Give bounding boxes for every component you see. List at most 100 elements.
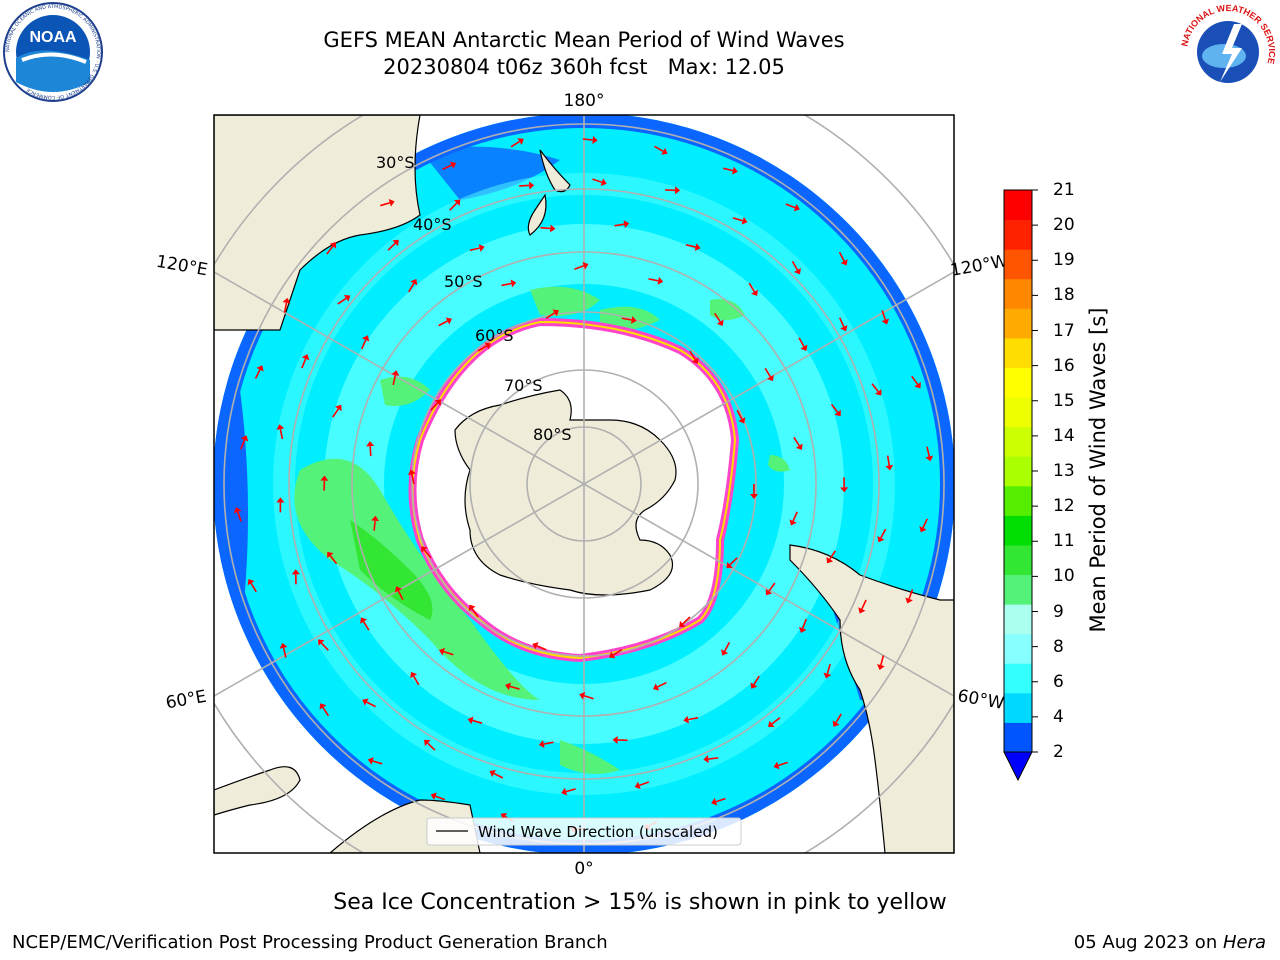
- map-frame: [213, 114, 955, 854]
- colorbar-tick-label: 10: [1053, 566, 1075, 587]
- wave-arrow-shaft: [332, 408, 340, 418]
- wave-arrow-head: [657, 276, 664, 285]
- wave-arrow-shaft: [723, 167, 734, 172]
- colorbar-segment: [1004, 722, 1032, 753]
- wave-arrow-head: [765, 588, 773, 596]
- wave-arrow-head: [623, 220, 630, 229]
- map-legend: Wind Wave Direction (unscaled): [426, 817, 742, 846]
- wave-arrow-shaft: [282, 647, 287, 658]
- wave-arrow-shaft: [362, 621, 370, 631]
- wave-arrow-shaft: [785, 203, 796, 209]
- colorbar-label: Mean Period of Wind Waves [s]: [1086, 307, 1110, 633]
- lon-label-120e: 120°E: [155, 252, 209, 281]
- wave-arrow-head: [592, 136, 598, 144]
- colorbar-segment: [1004, 485, 1032, 516]
- colorbar-segment: [1004, 544, 1032, 576]
- wave-arrow-head: [661, 147, 668, 155]
- lon-label-0: 0°: [574, 859, 593, 879]
- wave-arrow-shaft: [283, 302, 288, 313]
- wave-arrow-head: [388, 198, 395, 207]
- wave-arrow-head: [798, 626, 807, 633]
- wave-arrow-shaft: [379, 202, 391, 207]
- wave-arrow-head: [634, 781, 641, 790]
- wave-arrow-shaft: [881, 310, 887, 321]
- wave-arrow-head: [301, 354, 310, 361]
- wave-arrow-head: [834, 409, 841, 417]
- colorbar-segment: [1004, 515, 1032, 546]
- wave-arrow-head: [793, 203, 800, 212]
- wave-arrow-head: [679, 620, 686, 628]
- wave-arrow-head: [925, 455, 934, 462]
- lat-label-70s: 70°S: [504, 376, 543, 395]
- colorbar-segment: [1004, 456, 1032, 487]
- wave-arrow-shaft: [592, 178, 603, 183]
- wave-arrow-shaft: [510, 140, 520, 148]
- wave-arrow-shaft: [540, 226, 551, 230]
- colorbar-segment: [1004, 397, 1032, 428]
- wave-arrow-head: [789, 519, 797, 526]
- wave-arrow-shaft: [826, 663, 831, 674]
- wave-arrow-shaft: [614, 223, 625, 227]
- colorbar-tick-label: 19: [1053, 250, 1075, 271]
- wave-arrow-shaft: [250, 582, 257, 593]
- wave-arrow-head: [552, 309, 559, 317]
- wave-arrow-shaft: [565, 788, 576, 793]
- wave-arrow-shaft: [648, 278, 659, 282]
- wave-arrow-head: [421, 546, 428, 553]
- colorbar-segment: [1004, 278, 1032, 309]
- wave-arrow-head: [327, 551, 334, 559]
- wave-arrow-head: [317, 639, 325, 646]
- wave-arrow-head: [600, 178, 607, 187]
- wave-arrow-head: [726, 561, 733, 569]
- wave-arrow-shaft: [366, 701, 376, 708]
- wave-arrow-head: [453, 199, 461, 206]
- wave-arrow-shaft: [361, 339, 367, 350]
- wave-arrow-shaft: [736, 409, 743, 420]
- colorbar-segment: [1004, 219, 1032, 250]
- footer-date-text: 05 Aug 2023 on: [1073, 932, 1223, 953]
- colorbar-tick-label: 20: [1053, 215, 1075, 236]
- wave-arrow-shaft: [791, 260, 799, 271]
- wave-arrow-head: [881, 318, 890, 325]
- wave-arrow-shaft: [443, 650, 454, 656]
- colorbar-tick-label: 21: [1053, 180, 1075, 200]
- colorbar-segment: [1004, 308, 1032, 339]
- wave-arrow-head: [335, 404, 342, 412]
- wave-arrow-head: [877, 664, 885, 670]
- colorbar-segment: [1004, 367, 1032, 398]
- wave-arrow-shaft: [430, 402, 439, 411]
- wave-arrow-shaft: [435, 795, 446, 801]
- wave-arrow-head: [538, 740, 545, 749]
- wave-arrow-head: [484, 342, 491, 350]
- wave-arrow-shaft: [715, 797, 726, 803]
- colorbar-segment: [1004, 574, 1032, 605]
- wave-arrow-shaft: [372, 760, 383, 765]
- wave-arrow-shaft: [838, 317, 845, 328]
- wave-arrow-head: [795, 443, 803, 450]
- colorbar-segment: [1004, 663, 1032, 694]
- wave-arrow-shaft: [326, 245, 334, 255]
- lat-label-40s: 40°S: [413, 215, 452, 234]
- colorbar-tick-label: 13: [1053, 461, 1075, 481]
- wave-arrow-head: [919, 526, 927, 533]
- wave-arrow-head: [711, 797, 718, 806]
- lat-label-30s: 30°S: [376, 153, 415, 172]
- wave-arrow-shaft: [469, 247, 480, 252]
- wave-arrow-head: [721, 649, 729, 656]
- wave-arrow-head: [319, 703, 327, 710]
- wave-arrow-head: [683, 715, 690, 724]
- wave-arrow-head: [362, 698, 369, 706]
- wave-arrow-head: [694, 243, 701, 251]
- colorbar-segment: [1004, 190, 1032, 221]
- wave-arrow-shaft: [423, 549, 432, 559]
- wave-arrow-head: [279, 642, 288, 649]
- colorbar-segment: [1004, 604, 1032, 635]
- wave-arrow-shaft: [411, 474, 415, 485]
- wave-arrow-head: [276, 497, 285, 503]
- wave-arrow-shaft: [768, 582, 776, 592]
- wave-arrow-head: [691, 357, 699, 364]
- colorbar-tick-label: 16: [1053, 355, 1075, 376]
- wave-arrow-shaft: [708, 757, 719, 760]
- wave-arrow-head: [407, 469, 416, 476]
- wave-arrow-shaft: [732, 217, 743, 222]
